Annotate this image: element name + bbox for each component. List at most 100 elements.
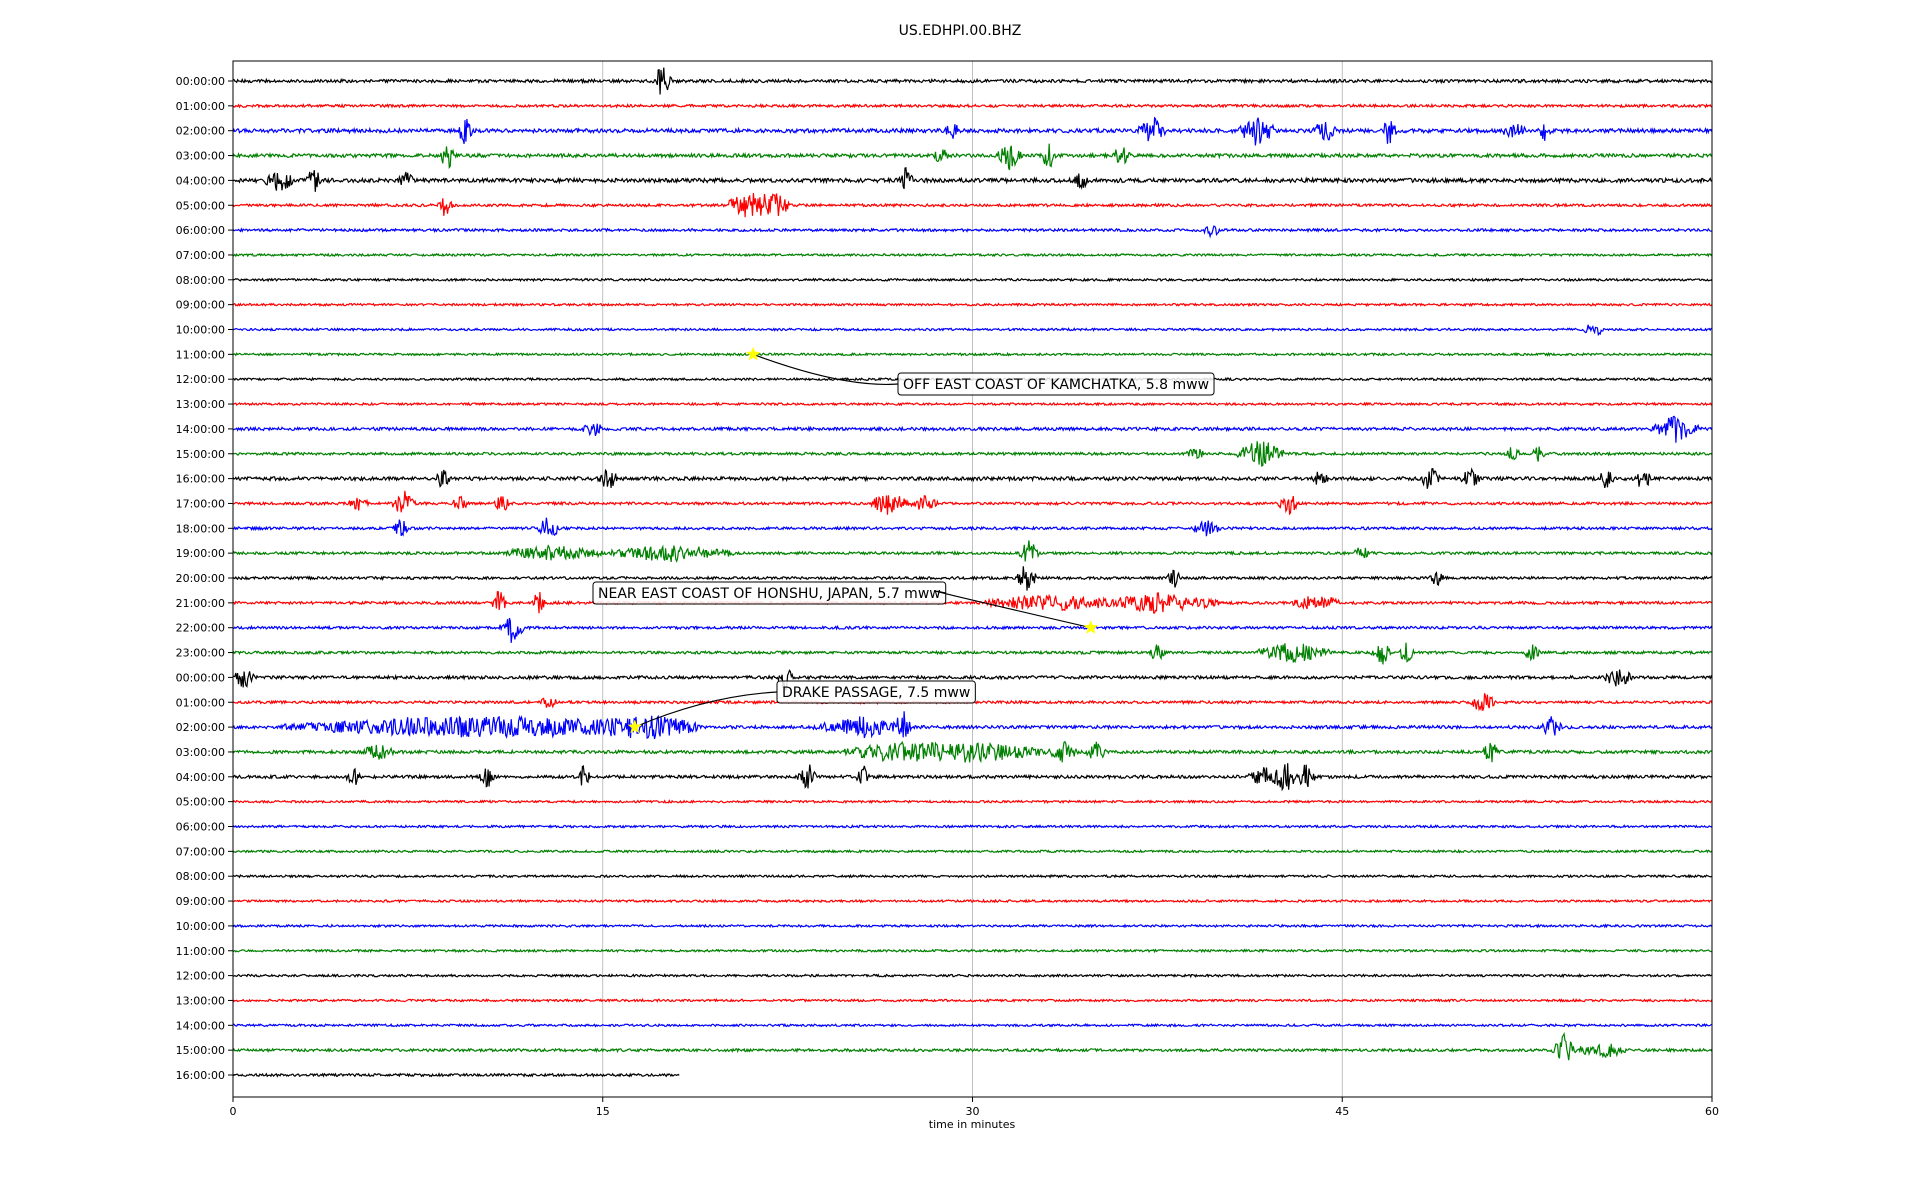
x-tick-label: 45	[1335, 1105, 1349, 1118]
y-tick-label: 07:00:00	[176, 249, 225, 262]
trace-line	[233, 351, 1713, 357]
y-tick-label: 10:00:00	[176, 324, 225, 337]
x-tick-label: 0	[230, 1105, 237, 1118]
trace-line	[232, 302, 1713, 308]
trace-line	[232, 1072, 680, 1078]
trace-line	[232, 923, 1713, 929]
y-tick-label: 01:00:00	[176, 696, 225, 709]
trace-line	[232, 799, 1713, 805]
y-tick-label: 08:00:00	[176, 870, 225, 883]
event-annotation: NEAR EAST COAST OF HONSHU, JAPAN, 5.7 mw…	[592, 581, 1099, 634]
annotation-connector	[935, 590, 1091, 629]
trace-line	[232, 642, 1713, 665]
y-tick-label: 04:00:00	[176, 174, 225, 187]
y-tick-label: 00:00:00	[176, 75, 225, 88]
trace-line	[232, 998, 1713, 1003]
trace-line	[232, 540, 1713, 563]
trace-line	[232, 591, 1712, 614]
y-tick-label: 07:00:00	[176, 845, 225, 858]
y-tick-label: 00:00:00	[176, 671, 225, 684]
y-tick-label: 10:00:00	[176, 920, 225, 933]
trace-line	[232, 467, 1712, 489]
trace-line	[232, 252, 1713, 258]
annotation-label: NEAR EAST COAST OF HONSHU, JAPAN, 5.7 mw…	[598, 586, 941, 602]
trace-line	[232, 1022, 1713, 1028]
trace-line	[232, 873, 1713, 879]
trace-line	[232, 401, 1713, 407]
y-tick-label: 13:00:00	[176, 398, 225, 411]
y-tick-label: 06:00:00	[176, 821, 225, 834]
trace-line	[232, 490, 1713, 516]
trace-line	[232, 116, 1713, 146]
x-ticks: 0 15 30 45 60	[230, 1097, 1719, 1118]
trace-line	[232, 566, 1713, 591]
y-tick-label: 04:00:00	[176, 771, 225, 784]
event-star-marker	[627, 719, 643, 734]
trace-line	[232, 763, 1713, 792]
trace-line	[232, 669, 1713, 692]
y-tick-label: 23:00:00	[176, 647, 225, 660]
x-tick-label: 60	[1705, 1105, 1719, 1118]
annotation-connector	[634, 691, 778, 728]
traces	[232, 67, 1713, 1078]
y-tick-label: 09:00:00	[176, 299, 225, 312]
trace-line	[232, 225, 1713, 239]
trace-line	[232, 740, 1713, 764]
trace-line	[232, 948, 1713, 954]
y-tick-label: 17:00:00	[176, 497, 225, 510]
trace-line	[232, 143, 1713, 171]
y-tick-label: 12:00:00	[176, 970, 225, 983]
y-tick-label: 14:00:00	[176, 1019, 225, 1032]
y-tick-label: 03:00:00	[176, 150, 225, 163]
trace-line	[232, 973, 1713, 979]
y-tick-label: 03:00:00	[176, 746, 225, 759]
annotation-connector	[752, 353, 899, 385]
y-tick-label: 21:00:00	[176, 597, 225, 610]
y-tick-label: 02:00:00	[176, 721, 225, 734]
x-tick-label: 15	[596, 1105, 610, 1118]
event-annotations: OFF EAST COAST OF KAMCHATKA, 5.8 mww NEAR…	[592, 346, 1215, 734]
trace-line	[232, 193, 1713, 218]
y-tick-label: 13:00:00	[176, 994, 225, 1007]
event-star-marker	[745, 346, 761, 361]
y-tick-label: 09:00:00	[176, 895, 225, 908]
y-tick-label: 16:00:00	[176, 473, 225, 486]
event-annotation: OFF EAST COAST OF KAMCHATKA, 5.8 mww	[745, 346, 1215, 396]
y-tick-label: 22:00:00	[176, 622, 225, 635]
y-tick-labels: 00:00:00 01:00:00 02:00:00 03:00:00 04:00:00…	[176, 75, 233, 1082]
trace-line	[232, 324, 1713, 337]
y-tick-label: 15:00:00	[176, 1044, 225, 1057]
chart-title: US.EDHPI.00.BHZ	[899, 23, 1022, 39]
trace-line	[232, 102, 1713, 109]
y-tick-label: 20:00:00	[176, 572, 225, 585]
x-axis-label: time in minutes	[929, 1118, 1016, 1131]
y-tick-label: 11:00:00	[176, 945, 225, 958]
trace-line	[232, 848, 1713, 854]
trace-line	[232, 277, 1713, 283]
trace-line	[232, 898, 1713, 904]
trace-line	[233, 67, 1713, 95]
y-tick-label: 02:00:00	[176, 125, 225, 138]
y-tick-label: 14:00:00	[176, 423, 225, 436]
y-tick-label: 01:00:00	[176, 100, 225, 113]
trace-line	[232, 517, 1713, 537]
event-annotation: DRAKE PASSAGE, 7.5 mww	[627, 680, 976, 734]
y-tick-label: 05:00:00	[176, 796, 225, 809]
trace-line	[232, 824, 1713, 830]
trace-line	[232, 415, 1713, 443]
y-tick-label: 15:00:00	[176, 448, 225, 461]
annotation-label: DRAKE PASSAGE, 7.5 mww	[782, 685, 970, 701]
trace-line	[232, 166, 1713, 192]
trace-line	[232, 711, 1713, 740]
trace-line	[232, 617, 1713, 643]
y-tick-label: 16:00:00	[176, 1069, 225, 1082]
y-tick-label: 11:00:00	[176, 348, 225, 361]
plot-frame	[232, 60, 1713, 1098]
event-star-marker	[1083, 619, 1099, 634]
y-tick-label: 06:00:00	[176, 224, 225, 237]
x-tick-label: 30	[966, 1105, 980, 1118]
y-tick-label: 05:00:00	[176, 199, 225, 212]
y-tick-label: 19:00:00	[176, 547, 225, 560]
trace-line	[232, 441, 1713, 467]
